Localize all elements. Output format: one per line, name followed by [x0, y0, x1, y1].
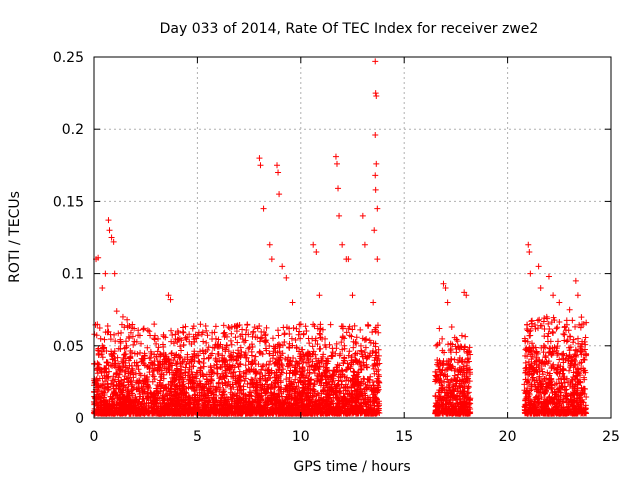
data-point [220, 373, 227, 380]
data-point [102, 378, 109, 385]
data-point [110, 381, 117, 388]
data-point [292, 376, 299, 383]
data-point [160, 387, 167, 394]
data-point [207, 352, 214, 359]
data-point [196, 378, 203, 385]
data-point [286, 400, 293, 407]
data-point [109, 377, 116, 384]
data-point [265, 372, 272, 379]
data-point [219, 352, 226, 359]
data-point [215, 350, 222, 357]
data-point [217, 384, 224, 391]
data-point [120, 354, 127, 361]
data-point [258, 381, 265, 388]
data-point [242, 362, 249, 369]
data-point [200, 363, 207, 370]
data-point [369, 379, 376, 386]
data-point [200, 373, 207, 380]
data-point [252, 361, 259, 368]
data-point [267, 358, 274, 365]
data-point [121, 351, 128, 358]
data-point [260, 362, 267, 369]
data-point [170, 392, 177, 399]
data-point [126, 362, 133, 369]
grid-lines [94, 57, 611, 418]
data-point [120, 363, 127, 370]
data-points [91, 58, 590, 417]
data-point [279, 350, 286, 357]
chart-title: Day 033 of 2014, Rate Of TEC Index for r… [160, 21, 539, 37]
data-point [123, 364, 130, 371]
data-point [354, 386, 361, 393]
data-point [169, 362, 176, 369]
data-point [172, 360, 179, 367]
data-point [366, 377, 373, 384]
data-point [340, 357, 347, 364]
data-point [200, 385, 207, 392]
data-point [286, 374, 293, 381]
data-point [303, 359, 310, 366]
data-point [252, 353, 259, 360]
data-point [295, 360, 302, 367]
data-point [183, 361, 190, 368]
data-point [178, 363, 185, 370]
data-point [132, 370, 139, 377]
data-point [370, 365, 377, 372]
data-point [241, 377, 248, 384]
data-point [112, 376, 119, 383]
data-point [141, 361, 148, 368]
data-point [125, 388, 132, 395]
data-point [135, 366, 142, 373]
data-point [133, 359, 140, 366]
data-point [168, 350, 175, 357]
data-point [216, 375, 223, 382]
